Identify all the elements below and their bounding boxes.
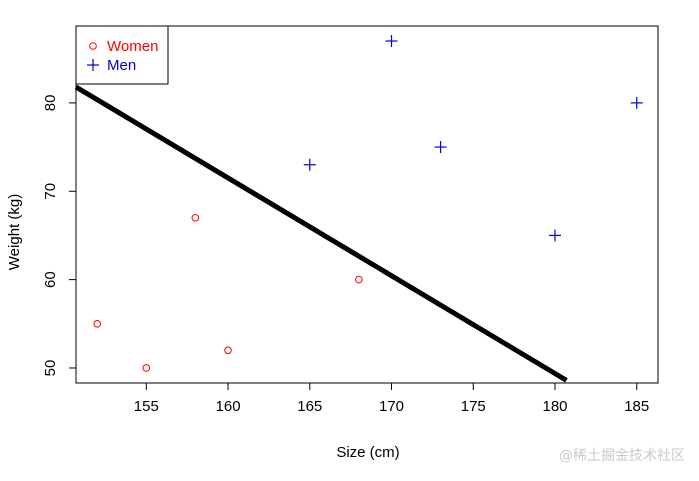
legend: Women Men <box>75 25 169 85</box>
legend-label-women: Women <box>107 38 158 55</box>
y-tick-label: 70 <box>42 183 59 200</box>
point-men <box>385 35 398 48</box>
x-tick-label: 160 <box>216 398 241 415</box>
legend-box <box>75 25 169 85</box>
point-men <box>303 158 316 171</box>
x-axis-title: Size (cm) <box>336 444 399 461</box>
point-women <box>224 346 232 355</box>
point-men <box>630 96 643 109</box>
y-axis-title: Weight (kg) <box>6 194 23 270</box>
x-tick-label: 155 <box>134 398 159 415</box>
legend-key-men <box>87 59 99 71</box>
x-tick-label: 165 <box>297 398 322 415</box>
y-tick-label: 50 <box>42 360 59 377</box>
point-men <box>549 229 562 242</box>
legend-label-men: Men <box>107 57 136 74</box>
x-tick-label: 185 <box>624 398 649 415</box>
point-men <box>434 141 447 154</box>
x-tick-label: 170 <box>379 398 404 415</box>
point-women <box>355 275 363 284</box>
x-tick-label: 175 <box>461 398 486 415</box>
watermark: @稀土掘金技术社区 <box>559 448 685 464</box>
x-tick-label: 180 <box>542 398 567 415</box>
data-marks <box>74 35 643 383</box>
plot-frame <box>75 25 659 384</box>
y-tick-label: 80 <box>42 95 59 112</box>
point-women <box>142 364 151 372</box>
y-tick-label: 60 <box>42 271 59 288</box>
point-women <box>191 213 200 222</box>
axes: 155 160 165 170 175 180 185 50 60 70 80 <box>42 25 659 415</box>
decision-line <box>74 84 568 383</box>
point-women <box>93 319 102 328</box>
legend-key-women <box>89 42 97 50</box>
